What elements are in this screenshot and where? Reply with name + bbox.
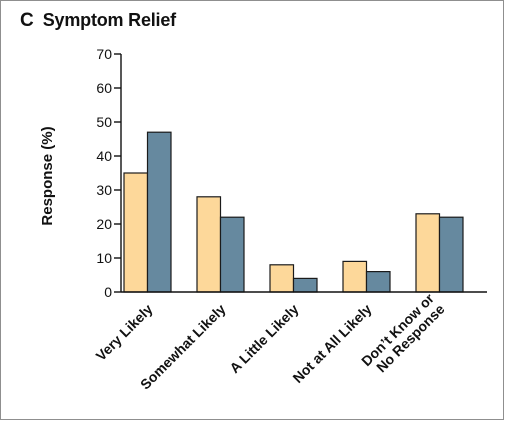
bars bbox=[123, 131, 464, 293]
bar-series-2-category-1 bbox=[146, 131, 172, 293]
x-category-label-line: Not at All Likely bbox=[289, 301, 374, 386]
bar-series-1-category-4 bbox=[342, 260, 368, 293]
bar-series-2-category-2 bbox=[219, 216, 245, 293]
y-tick-label: 0 bbox=[104, 284, 112, 300]
y-tick-label: 10 bbox=[96, 250, 112, 266]
y-tick-label: 60 bbox=[96, 80, 112, 96]
bar-series-2-category-5 bbox=[438, 216, 464, 293]
bar-series-1-category-1 bbox=[123, 172, 149, 293]
panel-letter: C bbox=[20, 10, 34, 31]
y-tick-label: 30 bbox=[96, 182, 112, 198]
bar-series-2-category-3 bbox=[292, 277, 318, 293]
x-category-label-line: A Little Likely bbox=[226, 301, 301, 376]
y-tick-label: 70 bbox=[96, 46, 112, 62]
bar-series-1-category-3 bbox=[269, 264, 295, 293]
x-category-label: Very Likely bbox=[93, 301, 156, 364]
y-tick-label: 20 bbox=[96, 216, 112, 232]
y-axis: 0 10 20 30 40 50 60 70 bbox=[96, 46, 122, 300]
x-category-label: A Little Likely bbox=[226, 301, 301, 376]
y-axis-title: Response (%) bbox=[39, 126, 56, 225]
chart-title: Symptom Relief bbox=[42, 10, 176, 30]
bar-series-1-category-5 bbox=[415, 213, 441, 293]
y-tick-label: 40 bbox=[96, 148, 112, 164]
x-category-label: Not at All Likely bbox=[289, 301, 374, 386]
x-category-label-line: Very Likely bbox=[93, 301, 156, 364]
bar-series-1-category-2 bbox=[196, 196, 222, 293]
y-tick-label: 50 bbox=[96, 114, 112, 130]
panel-heading: C Symptom Relief bbox=[20, 10, 176, 34]
bar-series-2-category-4 bbox=[365, 271, 391, 293]
